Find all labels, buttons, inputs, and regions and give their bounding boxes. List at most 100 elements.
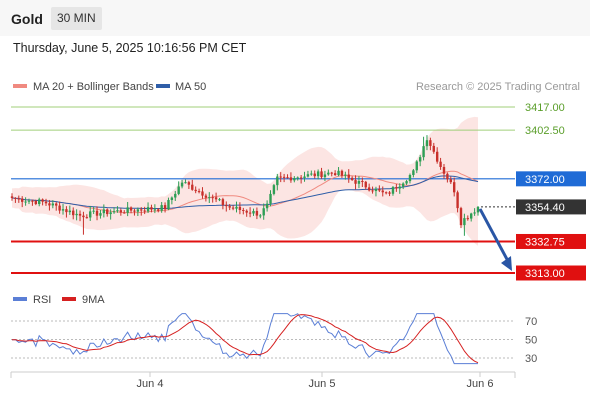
rsi-ma-line: [11, 314, 479, 364]
candle-123: [429, 137, 432, 151]
candle-8: [38, 197, 41, 207]
candle-body: [279, 176, 282, 178]
candle-body: [44, 201, 48, 204]
candle-body: [17, 198, 21, 200]
candle-body: [221, 199, 225, 206]
candle-51: [184, 179, 187, 184]
candle-27: [102, 204, 106, 218]
candle-body: [123, 212, 126, 214]
candle-body: [446, 173, 449, 180]
candle-body: [361, 180, 364, 182]
candle-body: [214, 197, 218, 200]
candle-137: [476, 205, 480, 216]
candle-body: [24, 201, 27, 203]
candle-body: [259, 215, 262, 217]
candle-body: [51, 203, 55, 206]
candle-113: [395, 183, 398, 192]
candle-105: [367, 183, 371, 192]
candle-20: [78, 210, 82, 222]
candle-body: [180, 182, 184, 187]
candle-body: [272, 185, 276, 194]
rsi-legend-label: RSI: [33, 294, 51, 306]
candle-133: [463, 213, 466, 236]
candle-77: [272, 183, 276, 196]
rsi-ma-legend-label: 9MA: [82, 294, 105, 306]
candle-body: [55, 203, 58, 206]
candle-body: [350, 177, 354, 181]
candle-body: [388, 192, 391, 194]
candle-79: [279, 172, 282, 183]
candle-body: [429, 140, 432, 146]
candle-body: [150, 207, 153, 210]
candle-body: [136, 209, 140, 212]
candle-22: [85, 214, 89, 219]
rsi-ma-legend-swatch: [62, 297, 76, 301]
candle-body: [432, 145, 435, 152]
timeframe-badge[interactable]: 30 MIN: [51, 7, 102, 30]
candle-83: [293, 176, 296, 183]
candle-body: [231, 207, 235, 209]
candle-body: [463, 218, 466, 226]
candle-132: [459, 206, 463, 229]
symbol-title: Gold: [11, 11, 43, 27]
candle-body: [384, 192, 388, 194]
price-label-last-bg: [516, 199, 586, 215]
candle-61: [218, 197, 221, 202]
candle-body: [197, 191, 201, 193]
candle-body: [126, 207, 129, 213]
candle-59: [211, 194, 214, 203]
candle-110: [384, 191, 388, 195]
candle-body: [89, 211, 92, 218]
candle-body: [473, 212, 476, 214]
candle-body: [21, 198, 24, 202]
candle-body: [153, 209, 157, 211]
candle-body: [306, 174, 310, 177]
candle-body: [129, 207, 133, 211]
candle-body: [435, 151, 439, 162]
candle-body: [276, 176, 279, 186]
candle-71: [252, 208, 255, 216]
candle-107: [374, 186, 378, 197]
candle-5: [27, 198, 31, 205]
candle-10: [44, 198, 48, 206]
price-label-3313: 3313.00: [525, 268, 565, 280]
candle-body: [167, 199, 170, 210]
price-label-last: 3354.40: [525, 202, 565, 214]
candle-58: [208, 192, 211, 204]
candle-14: [58, 201, 61, 214]
candle-32: [119, 208, 123, 216]
candle-80: [282, 173, 286, 183]
bb-legend-label: MA 20 + Bollinger Bands: [33, 81, 154, 93]
projection-arrow-head: [501, 256, 512, 271]
candle-19: [75, 209, 78, 221]
rsi-level-label-50: 50: [525, 335, 537, 347]
candle-21: [82, 211, 85, 235]
candle-body: [265, 203, 269, 209]
candle-57: [204, 193, 208, 202]
candle-body: [235, 206, 238, 209]
candle-30: [112, 207, 116, 214]
candle-25: [95, 206, 99, 221]
candle-body: [68, 210, 72, 213]
ma50-legend-label: MA 50: [175, 81, 206, 93]
candle-body: [119, 210, 123, 213]
candle-body: [303, 176, 306, 179]
price-label-3372: 3372.00: [525, 174, 565, 186]
rsi-line: [11, 313, 478, 365]
candle-42: [153, 204, 157, 214]
x-tick-label-2: Jun 6: [467, 378, 494, 390]
candle-body: [146, 207, 150, 212]
candle-31: [116, 206, 119, 213]
candle-body: [143, 210, 146, 212]
candle-body: [218, 199, 221, 201]
x-tick-label-1: Jun 5: [309, 378, 336, 390]
candle-body: [82, 215, 85, 218]
candle-54: [194, 186, 197, 194]
candle-body: [163, 205, 167, 210]
candle-67: [238, 202, 242, 215]
candle-52: [187, 180, 191, 189]
candle-body: [313, 173, 316, 177]
candle-73: [259, 214, 262, 219]
candle-body: [344, 174, 347, 176]
